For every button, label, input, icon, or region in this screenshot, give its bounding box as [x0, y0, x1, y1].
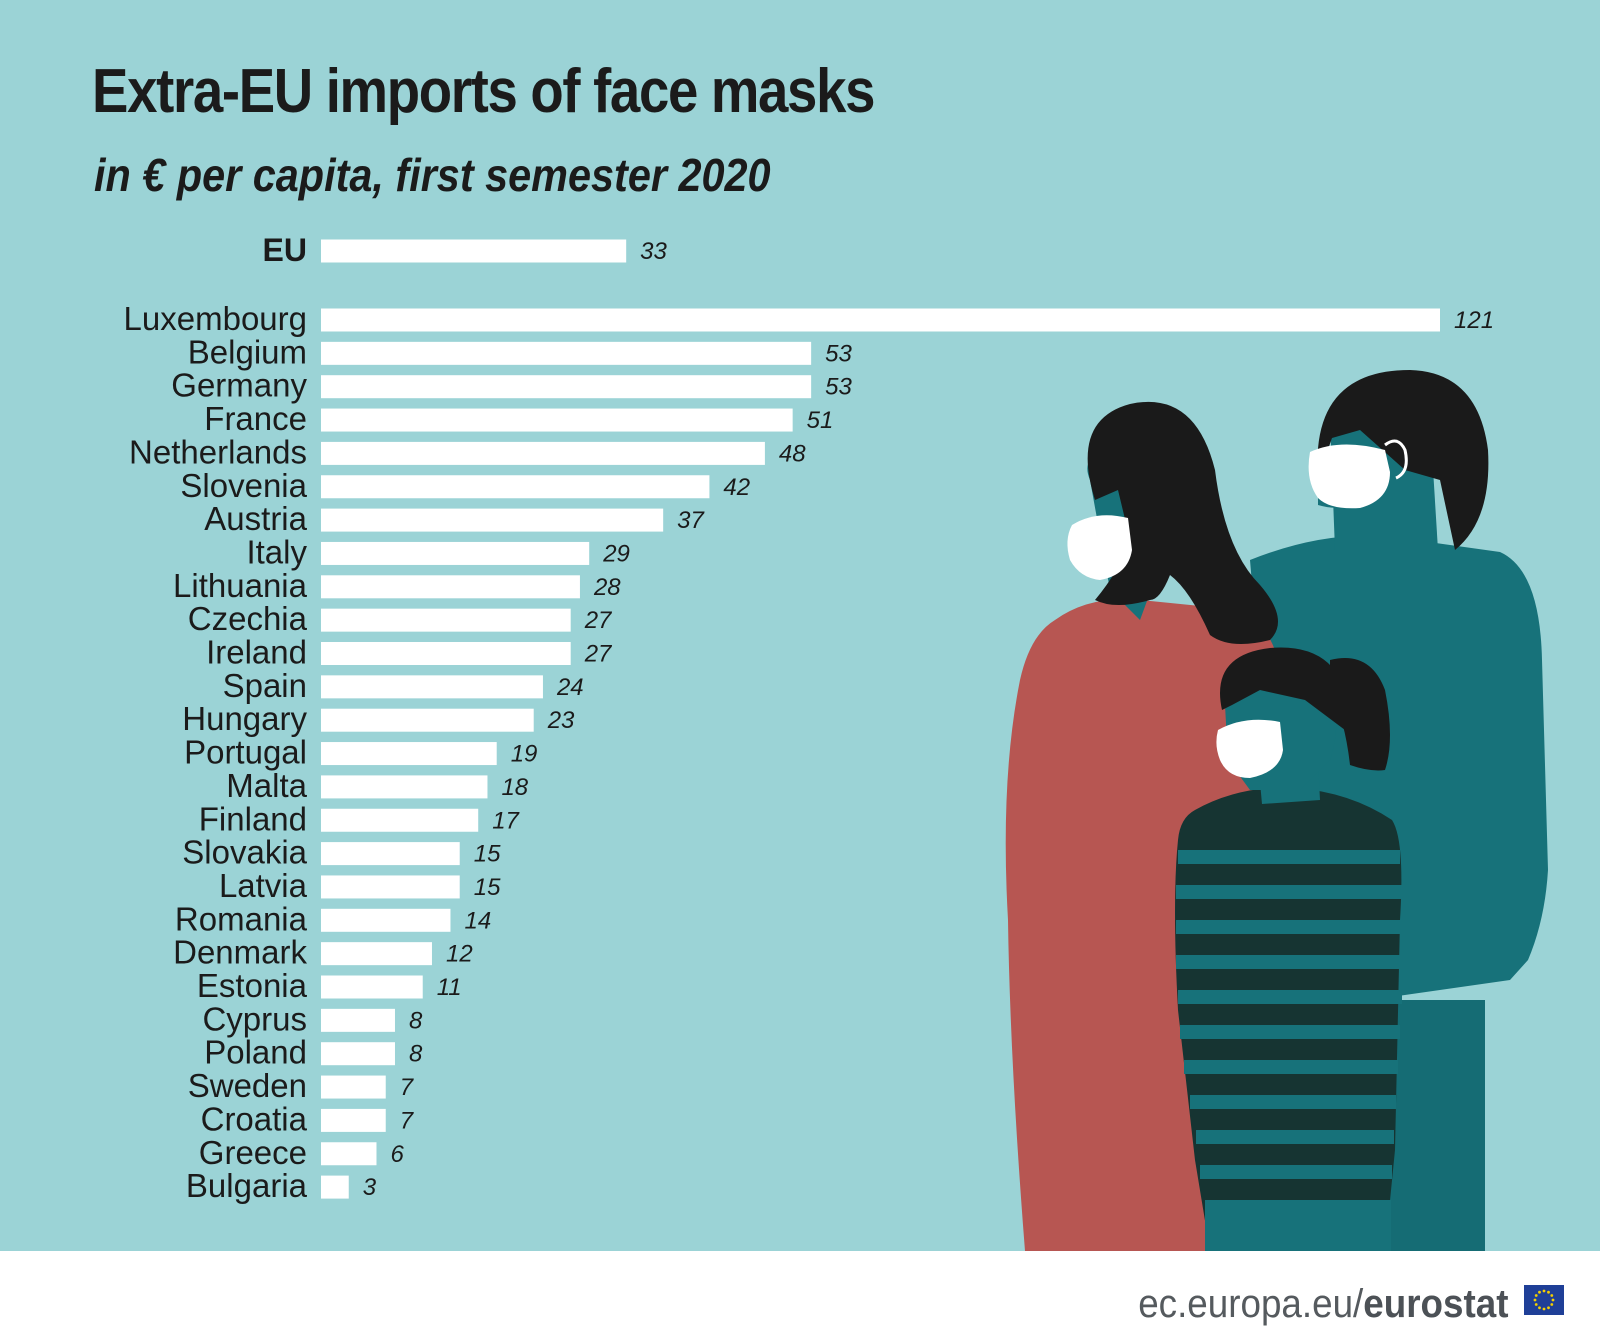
value-label: 6 — [390, 1141, 404, 1168]
value-label: 12 — [446, 941, 473, 968]
value-label: 27 — [584, 607, 613, 634]
category-label: Belgium — [188, 333, 307, 370]
value-label: 11 — [437, 974, 462, 1001]
category-label: Germany — [171, 367, 307, 404]
value-label: 15 — [474, 874, 501, 901]
value-label: 37 — [677, 507, 705, 534]
bar — [321, 675, 543, 699]
category-label: Cyprus — [202, 1000, 307, 1037]
bar — [321, 908, 451, 932]
value-label: 15 — [474, 841, 501, 868]
category-label: Austria — [204, 500, 307, 537]
bar — [321, 1175, 349, 1199]
value-label: 53 — [825, 374, 852, 401]
bar — [321, 775, 488, 799]
category-label: Netherlands — [129, 433, 307, 470]
value-label: 27 — [584, 641, 613, 668]
value-label: 48 — [779, 440, 806, 467]
value-label: 3 — [363, 1174, 377, 1201]
value-label: 121 — [1454, 307, 1494, 334]
bar — [321, 308, 1440, 332]
category-label: Poland — [204, 1034, 307, 1071]
category-label: Slovenia — [180, 467, 307, 504]
value-label: 23 — [547, 707, 575, 734]
value-label: 42 — [723, 474, 750, 501]
bar — [321, 708, 534, 732]
category-label: Sweden — [188, 1067, 307, 1104]
bar — [321, 642, 571, 665]
bar — [321, 1008, 395, 1032]
bar — [321, 875, 460, 899]
value-label: 19 — [511, 741, 538, 768]
bar — [321, 541, 590, 565]
value-label: 8 — [409, 1041, 423, 1068]
bar — [321, 1108, 386, 1132]
bar — [321, 575, 580, 599]
value-label: 8 — [409, 1007, 423, 1034]
category-label: Slovakia — [182, 834, 307, 871]
category-label: Portugal — [184, 734, 307, 771]
chart-title: Extra-EU imports of face masks — [92, 57, 875, 126]
bar — [321, 975, 423, 999]
masked-family-illustration — [1005, 370, 1548, 1251]
footer-site: ec.europa.eu/ — [1137, 1282, 1363, 1326]
bar — [321, 742, 497, 766]
value-label: 51 — [807, 407, 834, 434]
category-label: Latvia — [219, 867, 308, 904]
category-label: Spain — [223, 667, 307, 704]
girl-figure — [1175, 647, 1402, 1251]
category-label: Italy — [246, 533, 307, 570]
category-label: Greece — [199, 1134, 307, 1171]
value-label: 28 — [593, 574, 621, 601]
category-label: Czechia — [188, 600, 308, 637]
category-label: Croatia — [201, 1100, 308, 1137]
category-label: Finland — [199, 800, 307, 837]
bar — [321, 808, 479, 832]
bar — [321, 508, 664, 532]
bar — [321, 942, 432, 966]
value-label: 18 — [501, 774, 528, 801]
category-label: Luxembourg — [124, 300, 307, 337]
bar — [321, 1042, 395, 1066]
value-label: 7 — [400, 1107, 415, 1134]
bar — [321, 375, 812, 399]
bar — [321, 842, 460, 866]
bar — [321, 475, 710, 499]
bar — [321, 1075, 386, 1099]
value-label: 7 — [400, 1074, 415, 1101]
value-label: 24 — [556, 674, 584, 701]
bar — [321, 408, 793, 432]
eu-value-label: 33 — [640, 238, 667, 265]
category-label: Estonia — [197, 967, 308, 1004]
category-label: Malta — [226, 767, 307, 804]
value-label: 53 — [825, 340, 852, 367]
eu-label: EU — [263, 232, 307, 268]
eu-flag-icon — [1524, 1285, 1564, 1315]
chart-subtitle: in € per capita, first semester 2020 — [94, 149, 771, 201]
value-label: 29 — [602, 540, 630, 567]
category-label: Ireland — [206, 634, 307, 671]
footer-source: ec.europa.eu/eurostat — [1138, 1282, 1508, 1327]
bar — [321, 608, 571, 632]
footer-brand: eurostat — [1362, 1282, 1508, 1326]
bar — [321, 1142, 377, 1166]
bar — [321, 341, 812, 365]
bar — [321, 441, 765, 465]
eu-bar — [321, 239, 627, 263]
value-label: 14 — [464, 907, 491, 934]
value-label: 17 — [492, 807, 520, 834]
category-label: Bulgaria — [186, 1167, 308, 1204]
bar-chart: EU 33 Luxembourg 121 Belgium 53 Germany 53 Franc… — [124, 232, 1495, 1204]
category-label: Lithuania — [173, 567, 308, 604]
category-label: France — [204, 400, 307, 437]
category-label: Hungary — [182, 700, 307, 737]
category-label: Denmark — [173, 934, 307, 971]
category-label: Romania — [175, 900, 308, 937]
